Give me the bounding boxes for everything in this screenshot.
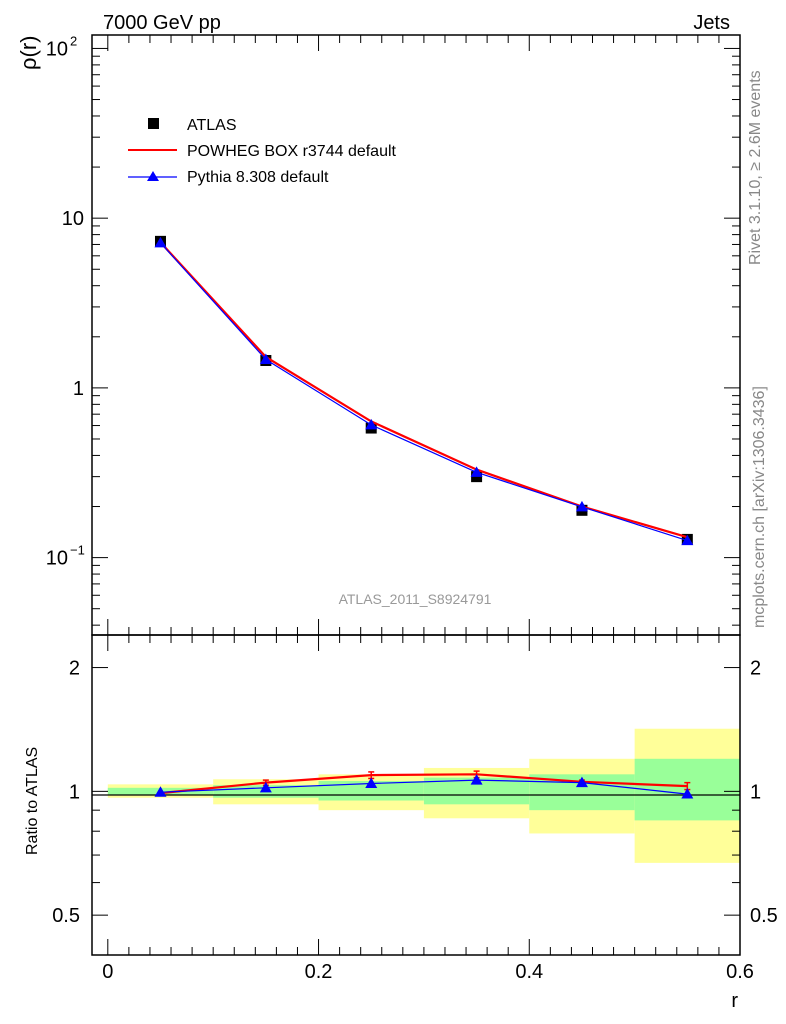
main-ytick-exponent: −1 xyxy=(70,543,85,558)
ratio-xtick-label: 0.6 xyxy=(726,961,754,983)
main-ytick-label: 10 xyxy=(62,208,84,230)
main-series xyxy=(154,235,694,546)
ratio-xtick-label: 0 xyxy=(102,961,113,983)
pythia-ratio-point xyxy=(154,786,167,797)
pythia-line xyxy=(160,242,688,542)
ratio-ytick-label-left: 0.5 xyxy=(52,905,80,927)
pythia-ratio-point xyxy=(681,788,694,799)
pythia-point xyxy=(681,534,694,546)
ratio-xtick-label: 0.2 xyxy=(305,961,333,983)
inner-uncertainty-band xyxy=(318,780,424,801)
ratio-axis-ticks: 0.5 0.5 1 1 2 2 0 0.2 0.4 0.6 xyxy=(52,635,778,983)
powheg-line xyxy=(159,241,688,539)
pythia-point xyxy=(259,353,272,364)
rivet-label: Rivet 3.1.10, ≥ 2.6M events xyxy=(747,70,764,265)
ratio-ylabel: Ratio to ATLAS xyxy=(24,747,41,855)
legend-item-powheg: POWHEG BOX r3744 default xyxy=(128,143,397,160)
ratio-panel: 0.5 0.5 1 1 2 2 0 0.2 0.4 0.6 Ratio to ATLAS r xyxy=(24,634,778,1012)
pythia-point xyxy=(365,418,378,430)
ratio-ytick-label-left: 2 xyxy=(69,658,80,680)
legend-atlas-label: ATLAS xyxy=(187,117,237,134)
legend: ATLAS POWHEG BOX r3744 default Pythia 8.… xyxy=(128,117,397,186)
main-ytick-label: 1 xyxy=(73,378,84,400)
pythia-ratio-point xyxy=(470,774,483,785)
analysis-watermark: ATLAS_2011_S8924791 xyxy=(339,591,492,607)
pythia-ratio-point xyxy=(575,776,588,788)
ratio-ytick-label-right: 1 xyxy=(750,781,761,803)
main-ylabel: ρ(r) xyxy=(16,36,41,71)
source-label: mcplots.cern.ch [arXiv:1306.3436] xyxy=(751,386,768,628)
pythia-point xyxy=(470,466,483,477)
main-ytick-exponent: 2 xyxy=(70,33,77,48)
legend-pythia-marker xyxy=(147,171,159,181)
legend-item-atlas: ATLAS xyxy=(148,117,237,134)
legend-item-pythia: Pythia 8.308 default xyxy=(128,169,329,186)
ratio-ytick-label-left: 1 xyxy=(69,781,80,803)
pythia-point xyxy=(154,236,167,248)
pythia-ratio-point xyxy=(259,781,272,793)
ratio-ytick-label-right: 0.5 xyxy=(750,905,778,927)
pythia-ratio-line xyxy=(160,779,688,795)
legend-powheg-label: POWHEG BOX r3744 default xyxy=(187,143,397,160)
legend-pythia-label: Pythia 8.308 default xyxy=(187,169,329,186)
pythia-ratio-point xyxy=(365,777,378,788)
ratio-plot-frame xyxy=(91,634,741,956)
powheg-ratio-line xyxy=(160,773,688,795)
pythia-point xyxy=(575,500,588,512)
ratio-ytick-label-right: 2 xyxy=(750,658,761,680)
energy-label: 7000 GeV pp xyxy=(103,12,221,34)
process-label: Jets xyxy=(693,12,730,34)
ratio-xtick-label: 0.4 xyxy=(515,961,543,983)
main-ytick-label: 10 xyxy=(46,38,68,60)
legend-atlas-marker xyxy=(148,118,159,129)
ratio-series xyxy=(154,770,694,799)
main-ytick-label: 10 xyxy=(46,548,68,570)
ratio-xlabel: r xyxy=(731,990,738,1012)
ratio-uncertainty-bands xyxy=(107,728,740,863)
